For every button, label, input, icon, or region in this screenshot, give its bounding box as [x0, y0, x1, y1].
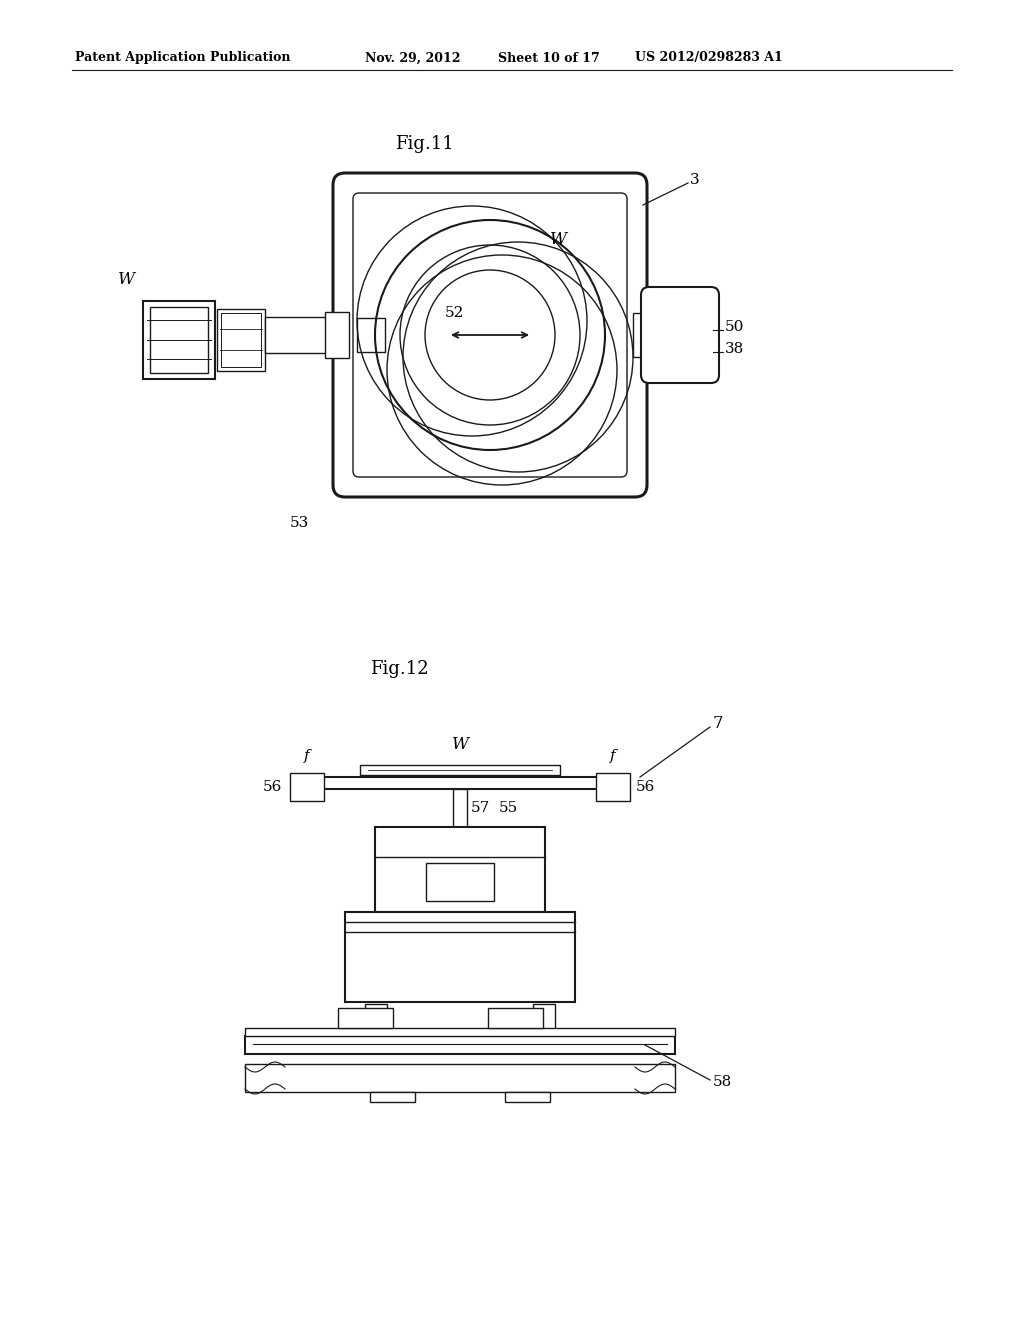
Bar: [505, 1092, 550, 1102]
Bar: [221, 313, 261, 367]
Text: f: f: [304, 748, 310, 763]
Text: 38: 38: [725, 342, 744, 356]
Bar: [426, 863, 494, 902]
Text: 7: 7: [713, 714, 724, 731]
Bar: [245, 1028, 675, 1036]
Bar: [290, 774, 324, 801]
Text: Patent Application Publication: Patent Application Publication: [75, 51, 291, 65]
Bar: [596, 774, 630, 801]
Text: Sheet 10 of 17: Sheet 10 of 17: [498, 51, 600, 65]
Bar: [488, 1008, 543, 1028]
Text: 56: 56: [636, 780, 655, 795]
Bar: [217, 309, 265, 371]
Bar: [245, 1036, 675, 1053]
Text: Fig.12: Fig.12: [370, 660, 429, 678]
Bar: [338, 1008, 393, 1028]
Bar: [143, 301, 215, 379]
Bar: [534, 1005, 555, 1032]
Text: 58: 58: [713, 1074, 732, 1089]
Bar: [325, 312, 349, 358]
Text: 57: 57: [471, 801, 490, 814]
Text: 50: 50: [725, 319, 744, 334]
Bar: [245, 1064, 675, 1092]
FancyBboxPatch shape: [641, 286, 719, 383]
Bar: [265, 317, 343, 352]
Text: W: W: [118, 272, 135, 289]
Text: 53: 53: [290, 516, 309, 531]
Text: 52: 52: [445, 306, 464, 319]
Text: W: W: [550, 231, 567, 248]
Bar: [319, 777, 600, 789]
Bar: [345, 912, 575, 1002]
Bar: [365, 1005, 387, 1032]
Text: 55: 55: [499, 801, 518, 814]
Text: f: f: [610, 748, 615, 763]
Text: Fig.11: Fig.11: [395, 135, 454, 153]
Text: W: W: [452, 737, 469, 752]
Bar: [357, 318, 385, 352]
Bar: [453, 789, 467, 828]
FancyBboxPatch shape: [333, 173, 647, 498]
Text: 3: 3: [690, 173, 699, 187]
Text: Nov. 29, 2012: Nov. 29, 2012: [365, 51, 461, 65]
Bar: [360, 766, 560, 775]
Bar: [375, 828, 545, 912]
Bar: [370, 1092, 415, 1102]
Text: US 2012/0298283 A1: US 2012/0298283 A1: [635, 51, 782, 65]
Text: 56: 56: [262, 780, 282, 795]
Bar: [150, 308, 208, 374]
Bar: [633, 313, 651, 356]
